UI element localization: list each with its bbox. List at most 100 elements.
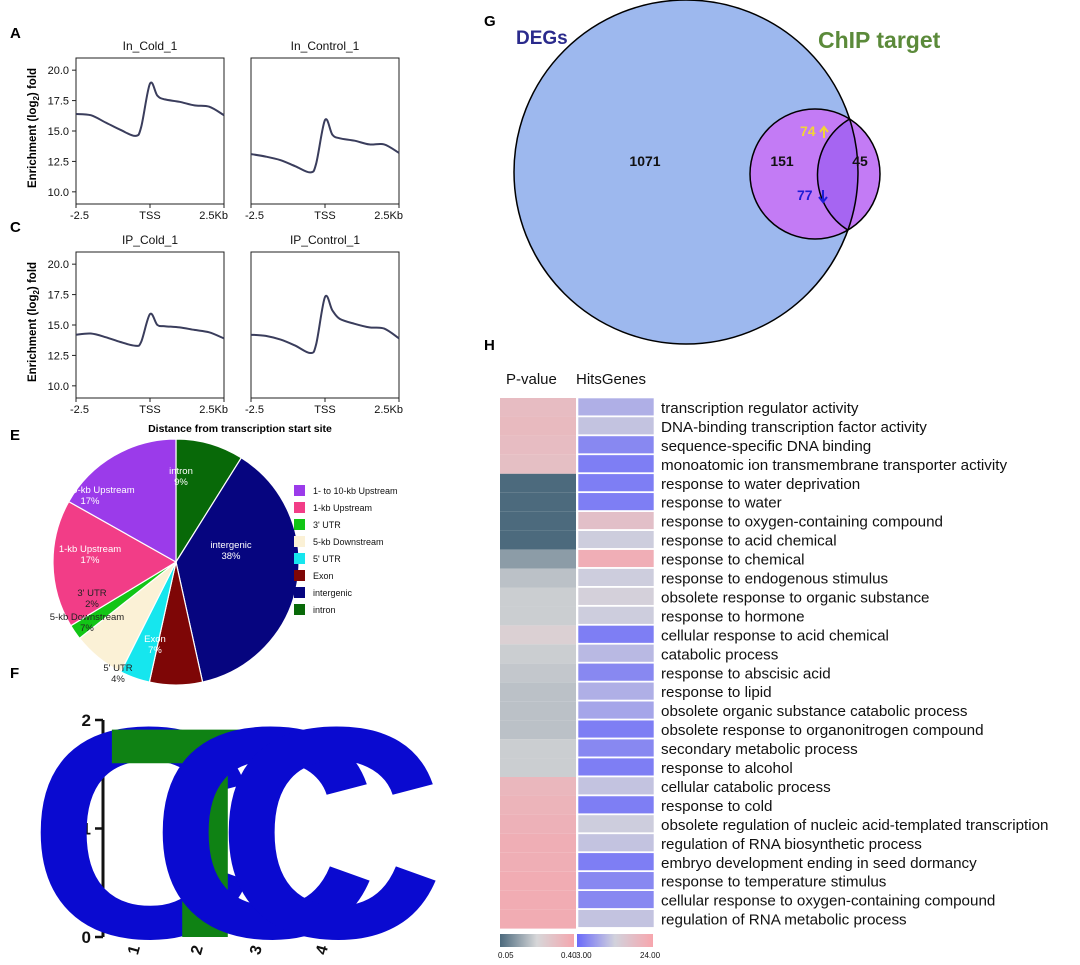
x-tick-label: TSS (139, 210, 160, 222)
hits-cell (577, 757, 655, 777)
go-term-label: response to water deprivation (661, 476, 860, 493)
pie-label: 1- to 10-kb Upstream (45, 485, 134, 496)
pvalue-cell (500, 606, 576, 626)
pvalue-cell (500, 511, 576, 531)
legend-label: Exon (313, 571, 334, 581)
pie-label: 1-kb Upstream (59, 544, 121, 555)
hits-cell (577, 454, 655, 473)
y-tick-label: 12.5 (48, 156, 69, 168)
legend-swatch (294, 604, 305, 615)
x-tick-label: 2.5Kb (199, 404, 228, 416)
logo-letter: C (28, 665, 257, 965)
go-term-label: response to cold (661, 798, 772, 815)
hits-cell (577, 644, 655, 663)
hits-cell (577, 871, 655, 890)
pvalue-cell (500, 701, 576, 721)
pvalue-cell (500, 871, 576, 891)
pvalue-cell (500, 758, 576, 777)
pvalue-scale-min: 0.05 (498, 951, 514, 960)
x-tick-label: -2.5 (245, 210, 264, 222)
go-term-label: response to chemical (661, 552, 805, 569)
profile-series-line (250, 294, 400, 354)
go-term-label: cellular response to acid chemical (661, 627, 889, 644)
pvalue-cell (500, 795, 576, 815)
pie-label: intron (169, 466, 193, 477)
pvalue-cell (500, 644, 576, 664)
hits-cell (577, 397, 655, 417)
go-term-label: response to hormone (661, 608, 805, 625)
profile-ylabel-bottom: Enrichment (log2) fold (27, 262, 41, 382)
pvalue-cell (500, 777, 576, 796)
hits-cell (577, 625, 655, 644)
profile-series-line (75, 312, 225, 347)
y-tick-label: 17.5 (48, 290, 69, 302)
pvalue-cell (500, 454, 576, 474)
x-tick-label: TSS (139, 404, 160, 416)
pie-label: Exon (144, 634, 166, 645)
pvalue-cell (500, 739, 576, 759)
panel-letter-a: A (10, 25, 21, 42)
pie-pct: 9% (174, 477, 188, 488)
logo-x-tick-label: 2 (188, 944, 207, 957)
profile-frame (75, 251, 225, 399)
venn-count-down: 77 (797, 187, 813, 203)
profile-frame (250, 57, 400, 205)
pvalue-cell (500, 398, 576, 417)
profile-title: IP_Cold_1 (122, 233, 178, 247)
pvalue-cell (500, 720, 576, 740)
go-term-label: obsolete response to organonitrogen comp… (661, 722, 984, 739)
pie-slice (175, 456, 300, 683)
pvalue-cell (500, 814, 576, 834)
pvalue-cell (500, 568, 576, 588)
x-tick-label: TSS (314, 210, 335, 222)
venn-label-chip: ChIP target (818, 27, 941, 53)
profile-title: In_Cold_1 (123, 39, 178, 53)
y-tick-label: 20.0 (48, 259, 69, 271)
pvalue-cell (500, 492, 576, 512)
profile-series-line (75, 81, 225, 137)
venn-count-up: 74 (800, 123, 816, 139)
go-term-label: response to acid chemical (661, 533, 837, 550)
panel-letter-g: G (484, 13, 496, 30)
legend-swatch (294, 553, 305, 564)
hits-cell (577, 587, 655, 606)
hits-cell (577, 530, 655, 549)
go-term-label: secondary metabolic process (661, 741, 858, 758)
pie-pct: 38% (221, 551, 241, 562)
hits-cell (577, 416, 655, 436)
logo-x-tick-label: 3 (247, 944, 266, 957)
pvalue-cell (500, 473, 576, 493)
logo-letter: C (150, 665, 379, 965)
y-tick-label: 12.5 (48, 350, 69, 362)
y-tick-label: 17.5 (48, 96, 69, 108)
x-tick-label: -2.5 (70, 210, 89, 222)
pvalue-cell (500, 530, 576, 550)
hits-color-scale (577, 934, 653, 947)
x-tick-label: -2.5 (70, 404, 89, 416)
pvalue-cell (500, 890, 576, 910)
hits-cell (577, 492, 655, 511)
pvalue-cell (500, 416, 576, 436)
legend-label: 1- to 10-kb Upstream (313, 486, 398, 496)
logo-y-tick-label: 2 (82, 711, 91, 730)
pie-title: Distance from transcription start site (148, 423, 332, 435)
pie-pct: 7% (148, 645, 162, 656)
down-arrow-icon (818, 190, 828, 204)
venn-diagram: DEGs ChIP target 1071 151 45 74 77 (513, 0, 941, 345)
venn-count-chip-only: 45 (852, 153, 868, 169)
hits-cell (577, 852, 655, 871)
pie-pct: 2% (85, 599, 99, 610)
logo-x-tick-label: 4 (313, 944, 332, 957)
logo-y-tick-label: 1 (82, 820, 91, 839)
x-tick-label: 2.5Kb (374, 210, 403, 222)
legend-label: 1-kb Upstream (313, 503, 372, 513)
pvalue-cell (500, 833, 576, 853)
hits-cell (577, 549, 655, 568)
venn-overlap-region (816, 117, 859, 232)
go-term-label: embryo development ending in seed dorman… (661, 855, 977, 872)
go-term-label: response to water (661, 495, 782, 512)
heatmap-col-pvalue: P-value (506, 371, 557, 388)
